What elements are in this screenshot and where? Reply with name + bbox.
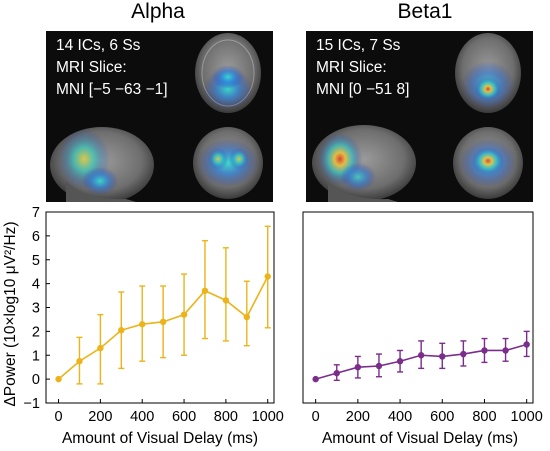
data-point bbox=[180, 311, 188, 318]
x-tick-label: 0 bbox=[55, 409, 63, 425]
axial-slice bbox=[195, 33, 261, 113]
data-point bbox=[243, 313, 251, 321]
x-axis-label-beta1: Amount of Visual Delay (ms) bbox=[322, 430, 518, 447]
data-point bbox=[118, 326, 125, 334]
coronal-slice bbox=[193, 127, 263, 199]
info-line-mni: MNI [−5 −63 −1] bbox=[56, 81, 168, 98]
x-tick-label: 400 bbox=[388, 409, 412, 425]
x-tick-label: 800 bbox=[472, 409, 496, 425]
plot-frame bbox=[45, 211, 275, 404]
data-point bbox=[502, 347, 509, 354]
x-tick-label: 0 bbox=[312, 409, 320, 425]
coronal-slice bbox=[453, 127, 523, 199]
y-tick-label: −1 bbox=[23, 396, 40, 412]
data-point bbox=[460, 350, 467, 358]
y-tick-label: 2 bbox=[32, 324, 40, 340]
panel-title-alpha: Alpha bbox=[131, 0, 185, 23]
chart-alpha: 0 200 400 600 800 1000 −1 0 1 2 3 4 5 6 7 bbox=[23, 205, 283, 425]
data-point bbox=[523, 341, 530, 348]
data-point bbox=[396, 358, 404, 365]
data-point bbox=[312, 375, 319, 383]
sagittal-slice bbox=[50, 127, 154, 202]
x-tick-label: 200 bbox=[88, 409, 112, 425]
info-line-ics: 15 ICs, 7 Ss bbox=[316, 37, 401, 54]
data-point bbox=[76, 358, 83, 365]
data-point bbox=[333, 369, 340, 377]
brain-image-beta1: 15 ICs, 7 Ss MRI Slice: MNI [0 −51 8] bbox=[306, 31, 533, 202]
info-line-mni: MNI [0 −51 8] bbox=[316, 81, 410, 98]
info-line-mri-slice: MRI Slice: bbox=[316, 59, 387, 76]
data-point bbox=[417, 352, 425, 359]
data-point bbox=[354, 363, 362, 371]
y-tick-label: 7 bbox=[32, 205, 40, 221]
data-point bbox=[439, 353, 446, 360]
data-point bbox=[97, 344, 104, 352]
x-tick-label: 800 bbox=[214, 409, 238, 425]
y-tick-label: 6 bbox=[32, 229, 40, 245]
x-tick-label: 200 bbox=[346, 409, 370, 425]
sagittal-slice bbox=[312, 125, 416, 202]
y-tick-label: 0 bbox=[32, 372, 40, 388]
brain-slices-beta1 bbox=[312, 33, 523, 202]
y-tick-label: 4 bbox=[32, 277, 40, 293]
chart-beta1: 0 200 400 600 800 1000 bbox=[302, 211, 543, 425]
x-tick-label: 600 bbox=[430, 409, 454, 425]
data-point bbox=[55, 375, 62, 383]
data-point bbox=[375, 362, 383, 370]
y-axis-label: ΔPower (10×log10 μV²/Hz) bbox=[2, 221, 19, 406]
x-tick-label: 600 bbox=[172, 409, 196, 425]
info-line-ics: 14 ICs, 6 Ss bbox=[56, 37, 141, 54]
brain-image-alpha: 14 ICs, 6 Ss MRI Slice: MNI [−5 −63 −1] bbox=[46, 31, 273, 202]
x-axis-label-alpha: Amount of Visual Delay (ms) bbox=[62, 430, 258, 447]
plot-frame bbox=[302, 211, 534, 404]
x-tick-label: 1000 bbox=[511, 409, 543, 425]
data-point bbox=[159, 318, 167, 326]
x-tick-label: 1000 bbox=[252, 409, 284, 425]
panel-title-beta1: Beta1 bbox=[397, 0, 453, 23]
axial-slice bbox=[455, 33, 521, 113]
x-tick-label: 400 bbox=[130, 409, 154, 425]
y-tick-label: 1 bbox=[32, 348, 40, 364]
data-point bbox=[481, 347, 488, 354]
info-line-mri-slice: MRI Slice: bbox=[56, 59, 127, 76]
data-point bbox=[201, 287, 209, 294]
data-point bbox=[222, 297, 230, 304]
brain-slices-alpha bbox=[50, 33, 263, 202]
y-tick-label: 5 bbox=[32, 253, 40, 269]
data-point bbox=[139, 321, 146, 328]
y-tick-label: 3 bbox=[32, 301, 40, 317]
data-point bbox=[264, 273, 271, 280]
